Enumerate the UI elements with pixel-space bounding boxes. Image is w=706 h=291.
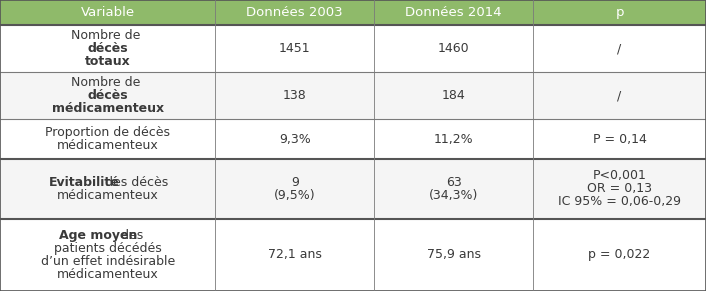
Text: 11,2%: 11,2% (433, 133, 474, 146)
Text: 63: 63 (445, 176, 462, 189)
Text: 1460: 1460 (438, 42, 469, 55)
Text: des: des (116, 229, 143, 242)
Text: P = 0,14: P = 0,14 (592, 133, 647, 146)
Text: patients décédés: patients décédés (54, 242, 162, 255)
Text: 138: 138 (283, 89, 306, 102)
Bar (0, 0, 706, 25)
Text: des décès: des décès (101, 176, 168, 189)
Bar (0, 119, 706, 159)
Text: 9,3%: 9,3% (279, 133, 311, 146)
Text: 184: 184 (442, 89, 465, 102)
Text: OR = 0,13: OR = 0,13 (587, 182, 652, 195)
Text: décès: décès (88, 89, 128, 102)
Text: Données 2014: Données 2014 (405, 6, 502, 19)
Bar (0, 72, 706, 119)
Text: p = 0,022: p = 0,022 (588, 248, 651, 261)
Text: (9,5%): (9,5%) (274, 189, 316, 202)
Text: Données 2003: Données 2003 (246, 6, 343, 19)
Bar (0, 25, 706, 72)
Text: médicamenteux: médicamenteux (52, 102, 164, 115)
Text: Proportion de décès: Proportion de décès (45, 126, 170, 139)
Text: médicamenteux: médicamenteux (56, 189, 159, 202)
Text: 1451: 1451 (279, 42, 311, 55)
Text: (34,3%): (34,3%) (429, 189, 478, 202)
Text: 75,9 ans: 75,9 ans (426, 248, 481, 261)
Text: Nombre de: Nombre de (71, 29, 144, 42)
Text: Age moyen: Age moyen (59, 229, 138, 242)
Text: 9: 9 (291, 176, 299, 189)
Text: Evitabilité: Evitabilité (49, 176, 119, 189)
Text: 72,1 ans: 72,1 ans (268, 248, 322, 261)
Text: /: / (617, 89, 622, 102)
Text: P<0,001: P<0,001 (592, 169, 647, 182)
Text: d’un effet indésirable: d’un effet indésirable (40, 255, 175, 268)
Text: médicamenteux: médicamenteux (56, 268, 159, 281)
Bar (0, 219, 706, 291)
Text: Nombre de: Nombre de (71, 76, 144, 89)
Bar (0, 159, 706, 219)
Text: totaux: totaux (85, 55, 131, 68)
Text: décès: décès (88, 42, 128, 55)
Text: Variable: Variable (80, 6, 135, 19)
Text: IC 95% = 0,06-0,29: IC 95% = 0,06-0,29 (558, 196, 681, 208)
Text: p: p (615, 6, 624, 19)
Text: médicamenteux: médicamenteux (56, 139, 159, 152)
Text: /: / (617, 42, 622, 55)
